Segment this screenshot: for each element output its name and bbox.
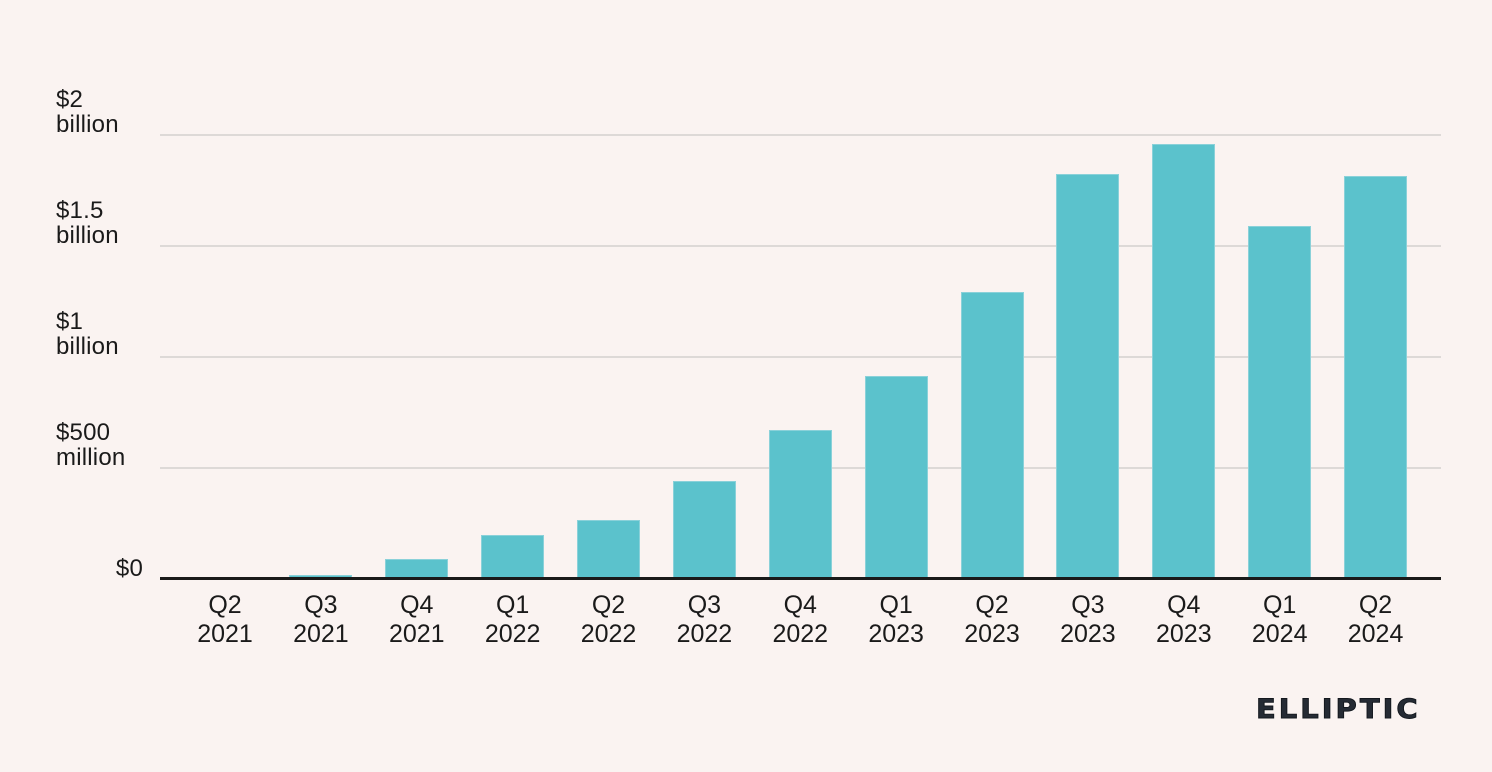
x-tick-label-line: 2021 [293, 620, 349, 648]
x-tick-label: Q1 2023 [841, 591, 951, 649]
y-tick-label: $1.5 billion [56, 198, 146, 248]
y-tick-label: $0 [56, 556, 143, 581]
x-tick-label-line: Q2 [591, 591, 626, 619]
y-tick-label-line: $0 [115, 555, 143, 582]
y-axis-labels: $2 billion $1.5 billion $1 billion $500 million… [0, 87, 160, 581]
bar-q4-2022 [768, 430, 832, 579]
x-tick-label-line: Q3 [687, 591, 722, 619]
x-tick-label-line: Q4 [1167, 591, 1201, 619]
x-tick-label: Q3 2022 [649, 591, 759, 649]
x-tick-label-line: 2023 [1060, 620, 1116, 648]
plot-area [160, 134, 1441, 580]
bar-q4-2023 [1152, 143, 1216, 579]
x-axis-labels: Q2 2021 Q3 2021 Q4 2021 Q1 2022 Q2 2022 Q3 2022 Q4 20… [160, 591, 1441, 651]
bar-q2-2024 [1344, 176, 1408, 579]
y-tick-label-line: $500 [56, 419, 111, 446]
x-tick-label-line: 2022 [580, 620, 637, 648]
y-tick-label-line: $1.5 [56, 197, 104, 224]
y-tick-label: $1 billion [56, 309, 146, 359]
y-tick-label-line: million [56, 444, 126, 471]
x-tick-label: Q3 2023 [1033, 591, 1143, 649]
x-tick-label: Q2 2024 [1321, 591, 1431, 649]
x-tick-label-line: Q1 [879, 591, 913, 619]
x-tick-label-line: Q1 [495, 591, 530, 619]
bar-q3-2021 [289, 574, 353, 579]
bar-q1-2022 [481, 534, 545, 579]
x-tick-label-line: 2021 [197, 620, 253, 648]
x-tick-label-line: 2023 [964, 620, 1020, 648]
gridline-2000m [160, 134, 1441, 136]
x-tick-label-line: Q3 [304, 591, 338, 619]
x-tick-label: Q2 2022 [554, 591, 664, 649]
bar-q4-2021 [385, 559, 449, 579]
x-tick-label: Q4 2023 [1129, 591, 1239, 649]
bar-q1-2024 [1248, 226, 1312, 579]
x-tick-label-line: 2022 [772, 620, 829, 648]
x-tick-label-line: Q1 [1262, 591, 1297, 619]
x-tick-label-line: Q2 [1358, 591, 1393, 619]
x-tick-label-line: 2021 [388, 620, 445, 648]
y-tick-label-line: $1 [56, 308, 84, 335]
x-tick-label: Q4 2021 [362, 591, 472, 649]
y-tick-label-line: $2 [56, 86, 84, 113]
x-tick-label-line: 2023 [868, 620, 924, 648]
bar-q1-2023 [864, 375, 928, 579]
elliptic-logo: ELLIPTIC [1256, 693, 1421, 725]
x-tick-label-line: 2024 [1347, 620, 1404, 648]
x-tick-label: Q1 2022 [458, 591, 568, 649]
y-tick-label-line: billion [56, 222, 119, 249]
x-tick-label-line: 2023 [1155, 620, 1212, 648]
y-tick-label: $500 million [56, 420, 146, 470]
bar-q2-2023 [960, 291, 1024, 579]
x-tick-label: Q2 2023 [937, 591, 1047, 649]
x-tick-label: Q4 2022 [745, 591, 855, 649]
x-tick-label: Q3 2021 [266, 591, 376, 649]
x-tick-label-line: 2022 [676, 620, 733, 648]
x-axis-line [160, 577, 1441, 580]
x-tick-label-line: 2024 [1251, 620, 1308, 648]
x-tick-label: Q1 2024 [1225, 591, 1335, 649]
gridline-1000m [160, 356, 1441, 358]
bar-q3-2023 [1056, 173, 1120, 579]
y-tick-label-line: billion [56, 333, 119, 360]
x-tick-label-line: Q2 [975, 591, 1009, 619]
x-tick-label: Q2 2021 [170, 591, 280, 649]
x-tick-label-line: Q3 [1071, 591, 1105, 619]
bar-q3-2022 [672, 481, 736, 579]
y-tick-label-line: billion [56, 111, 119, 138]
x-tick-label-line: Q4 [783, 591, 817, 619]
x-tick-label-line: Q2 [208, 591, 242, 619]
x-tick-label-line: 2022 [484, 620, 541, 648]
x-tick-label-line: Q4 [400, 591, 434, 619]
gridline-1500m [160, 245, 1441, 247]
bar-q2-2022 [577, 520, 641, 579]
y-tick-label: $2 billion [56, 87, 146, 137]
